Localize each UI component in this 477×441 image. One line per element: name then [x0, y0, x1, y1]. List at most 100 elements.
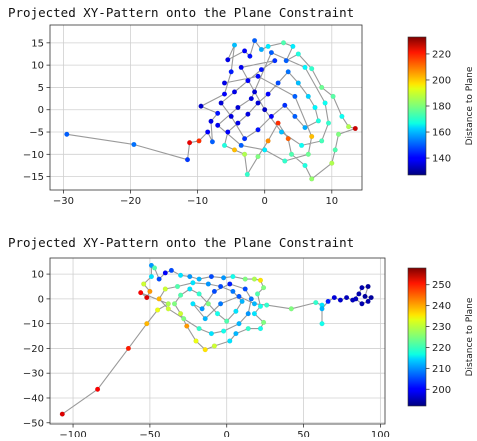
data-point: [125, 345, 131, 351]
data-point: [312, 104, 318, 111]
data-point: [231, 89, 238, 95]
data-point: [235, 104, 241, 111]
data-point: [265, 138, 271, 144]
data-point: [221, 142, 228, 148]
data-point: [359, 301, 365, 307]
data-point: [178, 311, 184, 317]
data-point: [64, 131, 70, 137]
data-point: [258, 67, 264, 73]
chart-2: Projected XY-Pattern onto the Plane Cons…: [8, 235, 475, 441]
data-point: [156, 276, 162, 282]
data-point: [196, 276, 202, 282]
colorbar-tick-label: 250: [432, 280, 451, 291]
data-point: [319, 321, 325, 327]
data-point: [299, 142, 305, 148]
data-point: [233, 331, 239, 337]
chart-1: Projected XY-Pattern onto the Plane Cons…: [8, 5, 475, 207]
data-point: [198, 103, 204, 109]
data-point: [331, 295, 337, 301]
data-point: [313, 300, 319, 306]
y-tick-label: 0: [38, 105, 44, 116]
data-point: [235, 120, 241, 126]
data-point: [285, 69, 291, 75]
data-point: [174, 283, 181, 290]
data-point: [251, 276, 257, 282]
x-tick-label: 0: [262, 196, 268, 207]
y-tick-label: −40: [23, 393, 44, 404]
data-point: [278, 129, 285, 135]
data-point: [155, 307, 161, 313]
y-tick-label: −20: [23, 344, 44, 355]
data-point: [218, 283, 224, 290]
chart-1-plot-frame: [49, 24, 363, 191]
data-point: [337, 297, 343, 303]
data-point: [257, 303, 264, 309]
y-tick-label: −10: [23, 150, 44, 161]
data-point: [309, 133, 315, 140]
data-point: [211, 343, 217, 349]
data-point: [339, 113, 345, 119]
y-tick-label: −5: [29, 128, 44, 139]
data-point: [295, 80, 301, 86]
data-point: [359, 285, 365, 291]
colorbar-tick-label: 240: [432, 301, 451, 312]
data-point: [236, 293, 242, 299]
trajectory-line: [61, 264, 372, 415]
data-point: [211, 288, 217, 294]
data-point: [214, 311, 221, 317]
y-tick-label: −30: [23, 369, 44, 380]
data-point: [239, 298, 245, 304]
data-point: [305, 151, 311, 157]
data-point: [365, 298, 371, 304]
data-point: [202, 347, 208, 353]
data-point: [141, 281, 147, 287]
data-point: [190, 280, 196, 286]
data-point: [196, 138, 202, 144]
data-point: [257, 277, 264, 283]
data-point: [208, 274, 214, 280]
y-tick-label: −10: [23, 319, 44, 330]
data-point: [228, 69, 234, 75]
chart-1-title: Projected XY-Pattern onto the Plane Cons…: [8, 5, 354, 20]
x-tick-label: 50: [297, 430, 310, 437]
data-point: [178, 272, 184, 278]
data-point: [262, 107, 268, 113]
colorbar-tick-label: 210: [432, 364, 451, 375]
data-point: [165, 301, 171, 307]
data-point: [238, 142, 244, 148]
data-point: [242, 151, 248, 157]
data-point: [362, 293, 368, 299]
data-point: [131, 141, 137, 148]
data-point: [255, 127, 261, 133]
data-point: [209, 139, 215, 145]
y-tick-label: 5: [38, 83, 44, 94]
data-point: [231, 147, 238, 153]
data-point: [325, 298, 331, 304]
data-point: [258, 46, 264, 53]
data-point: [215, 110, 221, 116]
data-point: [255, 100, 261, 106]
data-point: [245, 326, 251, 332]
data-point: [264, 302, 270, 308]
data-point: [302, 125, 308, 131]
data-point: [275, 120, 281, 126]
colorbar-tick-label: 200: [432, 75, 451, 86]
data-point: [344, 295, 350, 301]
data-point: [245, 78, 251, 84]
data-point: [202, 316, 208, 322]
y-tick-label: 0: [38, 294, 44, 305]
data-point: [171, 301, 178, 307]
data-point: [275, 80, 281, 86]
data-point: [228, 113, 234, 119]
data-point: [165, 306, 171, 312]
x-tick-label: 100: [371, 430, 390, 437]
data-point: [261, 319, 267, 325]
y-tick-label: −50: [23, 418, 44, 429]
data-point: [156, 296, 162, 302]
data-point: [227, 281, 233, 287]
data-point: [196, 291, 202, 297]
data-point: [218, 100, 224, 106]
data-point: [368, 295, 374, 301]
data-point: [168, 267, 174, 273]
